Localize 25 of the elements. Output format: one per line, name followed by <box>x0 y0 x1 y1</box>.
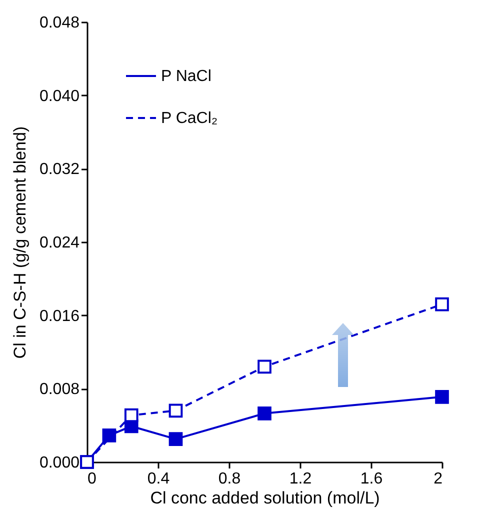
x-tick-label: 0.4 <box>147 470 170 488</box>
x-axis-title: Cl conc added solution (mol/L) <box>150 488 380 508</box>
legend-label: P CaCl₂ <box>161 110 218 127</box>
y-tick-label: 0.008 <box>39 381 80 398</box>
y-tick-label: 0.048 <box>39 14 80 32</box>
y-tick-label: 0.024 <box>39 234 80 252</box>
y-tick-label: 0.016 <box>39 308 80 325</box>
y-tick-label: 0.040 <box>39 88 80 105</box>
point <box>435 297 449 312</box>
x-tick-label: 0 <box>88 470 96 488</box>
point <box>258 360 272 374</box>
point <box>124 408 138 422</box>
x-tick-label: 0.8 <box>218 470 241 488</box>
point <box>168 432 183 446</box>
y-tick-label: 0.000 <box>39 454 80 472</box>
point <box>435 390 449 404</box>
x-tick-label: 1.6 <box>360 470 383 488</box>
point <box>258 406 272 420</box>
y-tick-label: 0.032 <box>39 161 80 178</box>
point <box>102 428 116 442</box>
y-axis-title: Cl in C-S-H (g/g cement blend) <box>10 126 30 359</box>
x-tick-label: 2 <box>434 470 443 488</box>
legend-label: P NaCl <box>161 68 212 85</box>
point <box>168 404 183 418</box>
x-tick-label: 1.2 <box>289 470 312 488</box>
